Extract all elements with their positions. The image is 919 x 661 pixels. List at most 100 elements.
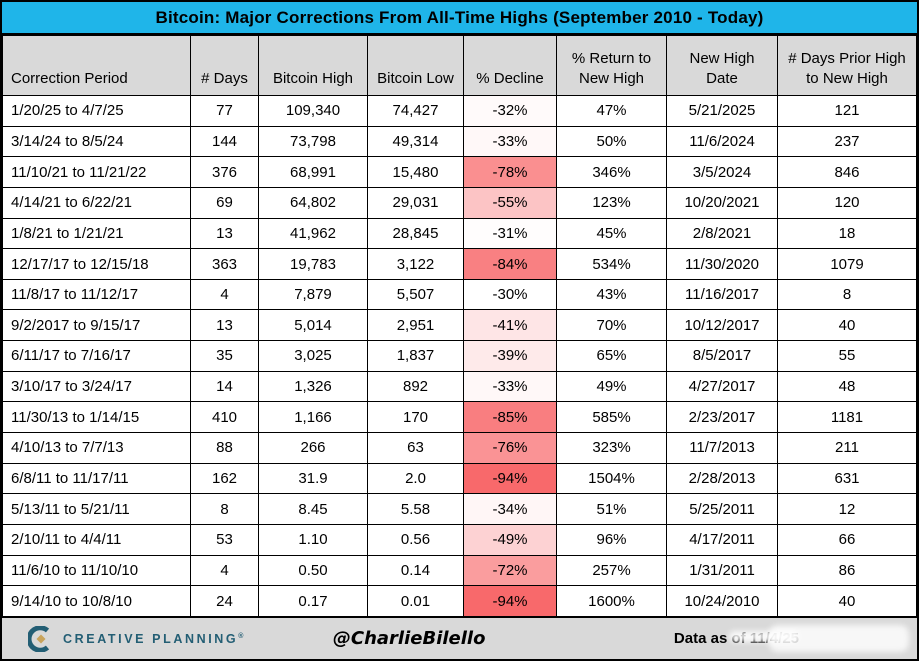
cell-bitcoin-high: 0.17 — [258, 585, 368, 617]
cell-days: 4 — [190, 554, 259, 587]
cell-correction-period: 1/20/25 to 4/7/25 — [2, 95, 191, 127]
cell-days-prior: 211 — [777, 432, 917, 464]
cell-bitcoin-low: 170 — [367, 401, 464, 434]
cell-decline: -33% — [463, 125, 557, 158]
cell-decline: -94% — [463, 462, 557, 495]
brand-name-text: CREATIVE PLANNING — [63, 631, 239, 646]
table-body: 1/20/25 to 4/7/25 77 109,340 74,427 -32%… — [2, 95, 917, 617]
cell-bitcoin-high: 1,166 — [258, 401, 368, 434]
cell-return-to-new-high: 323% — [556, 432, 667, 464]
table-row: 9/2/2017 to 9/15/17 13 5,014 2,951 -41% … — [2, 309, 917, 342]
cell-bitcoin-low: 15,480 — [367, 156, 464, 188]
cell-correction-period: 4/10/13 to 7/7/13 — [2, 432, 191, 464]
cell-bitcoin-high: 266 — [258, 432, 368, 464]
cell-days: 13 — [190, 217, 259, 250]
col-header-new-high-date: New High Date — [666, 35, 778, 96]
cell-days: 376 — [190, 156, 259, 188]
col-header-decline: % Decline — [463, 35, 557, 96]
title-bar: Bitcoin: Major Corrections From All-Time… — [2, 2, 917, 35]
cell-correction-period: 9/14/10 to 10/8/10 — [2, 585, 191, 617]
cell-bitcoin-low: 2.0 — [367, 462, 464, 495]
cell-days-prior: 66 — [777, 523, 917, 556]
cell-new-high-date: 4/17/2011 — [666, 523, 778, 556]
cell-bitcoin-low: 0.01 — [367, 585, 464, 617]
cell-bitcoin-low: 3,122 — [367, 248, 464, 280]
cell-decline: -49% — [463, 523, 557, 556]
header-row: Correction Period # Days Bitcoin High Bi… — [2, 35, 917, 96]
page-title: Bitcoin: Major Corrections From All-Time… — [155, 7, 764, 27]
cell-new-high-date: 10/12/2017 — [666, 309, 778, 342]
cell-decline: -72% — [463, 554, 557, 587]
cell-bitcoin-low: 63 — [367, 432, 464, 464]
cell-correction-period: 9/2/2017 to 9/15/17 — [2, 309, 191, 342]
cell-new-high-date: 10/24/2010 — [666, 585, 778, 617]
col-header-bitcoin-high: Bitcoin High — [258, 35, 368, 96]
table-row: 5/13/11 to 5/21/11 8 8.45 5.58 -34% 51% … — [2, 493, 917, 525]
cell-bitcoin-high: 5,014 — [258, 309, 368, 342]
cell-correction-period: 4/14/21 to 6/22/21 — [2, 186, 191, 219]
cell-return-to-new-high: 257% — [556, 554, 667, 587]
footer-bar: CREATIVE PLANNING® @CharlieBilello Data … — [2, 617, 917, 659]
cell-bitcoin-low: 74,427 — [367, 95, 464, 127]
cell-new-high-date: 5/21/2025 — [666, 95, 778, 127]
cell-days-prior: 48 — [777, 370, 917, 403]
cell-bitcoin-high: 68,991 — [258, 156, 368, 188]
cell-return-to-new-high: 51% — [556, 493, 667, 525]
creative-planning-logo: CREATIVE PLANNING® — [28, 625, 243, 652]
cell-new-high-date: 10/20/2021 — [666, 186, 778, 219]
cell-days: 4 — [190, 278, 259, 311]
cell-return-to-new-high: 65% — [556, 340, 667, 372]
cell-days-prior: 8 — [777, 278, 917, 311]
cell-return-to-new-high: 47% — [556, 95, 667, 127]
cell-new-high-date: 1/31/2011 — [666, 554, 778, 587]
cell-decline: -85% — [463, 401, 557, 434]
cell-bitcoin-low: 1,837 — [367, 340, 464, 372]
cell-correction-period: 11/8/17 to 11/12/17 — [2, 278, 191, 311]
cell-bitcoin-low: 0.56 — [367, 523, 464, 556]
cell-correction-period: 11/6/10 to 11/10/10 — [2, 554, 191, 587]
table-row: 11/30/13 to 1/14/15 410 1,166 170 -85% 5… — [2, 401, 917, 434]
cell-correction-period: 2/10/11 to 4/4/11 — [2, 523, 191, 556]
cell-return-to-new-high: 123% — [556, 186, 667, 219]
brand-name: CREATIVE PLANNING® — [63, 632, 243, 646]
cell-days-prior: 18 — [777, 217, 917, 250]
cell-return-to-new-high: 50% — [556, 125, 667, 158]
cell-bitcoin-low: 0.14 — [367, 554, 464, 587]
cell-days-prior: 86 — [777, 554, 917, 587]
cell-bitcoin-high: 1,326 — [258, 370, 368, 403]
cell-new-high-date: 11/6/2024 — [666, 125, 778, 158]
cell-correction-period: 1/8/21 to 1/21/21 — [2, 217, 191, 250]
cell-days: 69 — [190, 186, 259, 219]
cell-days: 410 — [190, 401, 259, 434]
table-row: 9/14/10 to 10/8/10 24 0.17 0.01 -94% 160… — [2, 585, 917, 617]
watermark-blur-tail — [729, 631, 799, 642]
cell-decline: -94% — [463, 585, 557, 617]
cell-decline: -34% — [463, 493, 557, 525]
cell-days: 77 — [190, 95, 259, 127]
table-row: 6/11/17 to 7/16/17 35 3,025 1,837 -39% 6… — [2, 340, 917, 372]
registered-mark: ® — [238, 632, 244, 640]
cell-bitcoin-high: 1.10 — [258, 523, 368, 556]
cell-return-to-new-high: 45% — [556, 217, 667, 250]
cell-bitcoin-high: 41,962 — [258, 217, 368, 250]
cell-return-to-new-high: 1600% — [556, 585, 667, 617]
cell-return-to-new-high: 49% — [556, 370, 667, 403]
cell-days-prior: 237 — [777, 125, 917, 158]
cell-days: 8 — [190, 493, 259, 525]
cell-bitcoin-low: 29,031 — [367, 186, 464, 219]
table-row: 4/10/13 to 7/7/13 88 266 63 -76% 323% 11… — [2, 432, 917, 464]
cell-new-high-date: 2/28/2013 — [666, 462, 778, 495]
cell-return-to-new-high: 534% — [556, 248, 667, 280]
cell-days-prior: 40 — [777, 585, 917, 617]
cell-new-high-date: 3/5/2024 — [666, 156, 778, 188]
cell-return-to-new-high: 346% — [556, 156, 667, 188]
cell-return-to-new-high: 585% — [556, 401, 667, 434]
table-row: 11/8/17 to 11/12/17 4 7,879 5,507 -30% 4… — [2, 278, 917, 311]
cell-days-prior: 12 — [777, 493, 917, 525]
cell-bitcoin-high: 3,025 — [258, 340, 368, 372]
table-row: 12/17/17 to 12/15/18 363 19,783 3,122 -8… — [2, 248, 917, 280]
cell-days: 24 — [190, 585, 259, 617]
cell-bitcoin-high: 31.9 — [258, 462, 368, 495]
cell-bitcoin-high: 109,340 — [258, 95, 368, 127]
